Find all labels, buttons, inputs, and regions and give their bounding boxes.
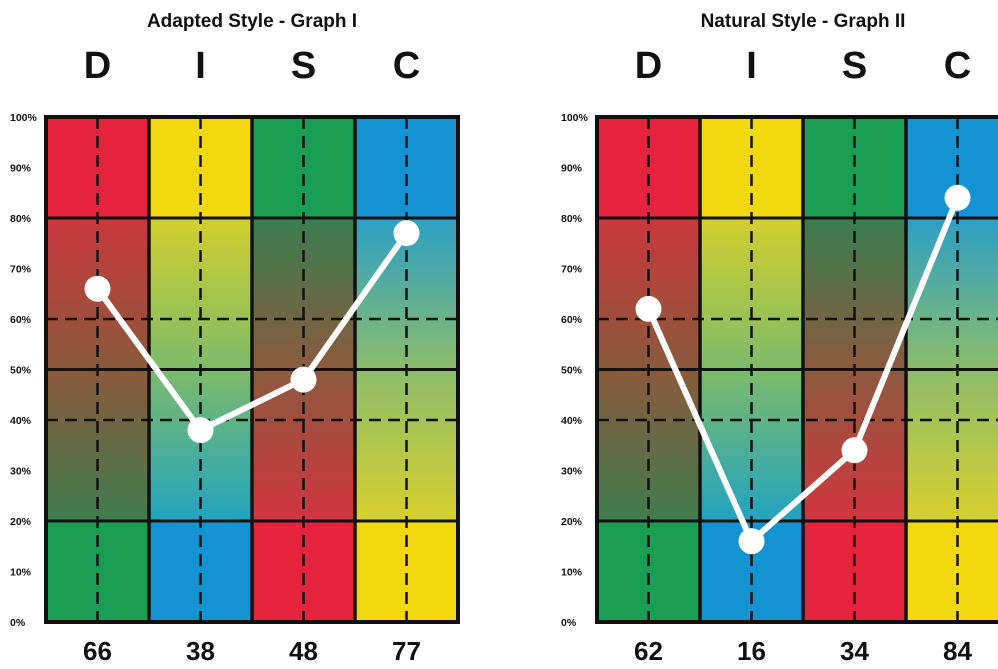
score-label-i: 16 xyxy=(737,636,766,666)
plot-border xyxy=(595,115,998,624)
y-tick-label: 0% xyxy=(10,617,26,629)
category-label-s: S xyxy=(842,45,867,87)
y-tick-label: 30% xyxy=(561,466,583,478)
y-tick-label: 40% xyxy=(10,415,32,427)
series-line xyxy=(645,196,961,545)
y-tick-label: 10% xyxy=(10,567,32,579)
y-tick-label: 100% xyxy=(10,112,38,124)
category-label-s: S xyxy=(291,45,316,87)
y-tick-label: 10% xyxy=(561,567,583,579)
data-point-c xyxy=(944,184,971,211)
category-label-c: C xyxy=(393,45,420,87)
chart-panel-1: Adapted Style - Graph I D I S C 0% 10% 20% 30% 40… xyxy=(10,11,460,666)
plot-border xyxy=(44,115,460,624)
column-band-bottom xyxy=(906,521,998,622)
category-label-i: I xyxy=(746,45,757,87)
data-point-d xyxy=(84,275,111,302)
chart-title: Natural Style - Graph II xyxy=(701,11,906,32)
y-tick-label: 80% xyxy=(10,213,32,225)
data-point-d xyxy=(635,295,662,322)
y-tick-label: 60% xyxy=(10,314,32,326)
data-point-i xyxy=(738,528,765,555)
y-tick-label: 40% xyxy=(561,415,583,427)
y-tick-label: 70% xyxy=(561,264,583,276)
chart-title: Adapted Style - Graph I xyxy=(147,11,357,32)
score-label-s: 34 xyxy=(840,636,869,666)
data-point-s xyxy=(290,366,317,393)
data-point-s xyxy=(841,437,868,464)
y-tick-label: 20% xyxy=(10,516,32,528)
chart-panel-2: Natural Style - Graph II D I S C 0% 10% 20% 30% 4… xyxy=(561,11,998,666)
y-tick-label: 0% xyxy=(561,617,577,629)
score-label-c: 84 xyxy=(943,636,972,666)
y-tick-label: 70% xyxy=(10,264,32,276)
category-label-d: D xyxy=(635,45,662,87)
y-tick-label: 80% xyxy=(561,213,583,225)
data-point-c xyxy=(393,220,420,247)
y-tick-label: 50% xyxy=(561,365,583,377)
y-tick-label: 90% xyxy=(10,163,32,175)
y-tick-label: 20% xyxy=(561,516,583,528)
category-label-i: I xyxy=(195,45,206,87)
data-point-i xyxy=(187,417,214,444)
score-label-s: 48 xyxy=(289,636,318,666)
series-line xyxy=(95,231,409,434)
score-label-i: 38 xyxy=(186,636,215,666)
category-label-d: D xyxy=(84,45,111,87)
y-tick-label: 50% xyxy=(10,365,32,377)
score-label-c: 77 xyxy=(392,636,421,666)
score-label-d: 62 xyxy=(634,636,663,666)
y-tick-label: 100% xyxy=(561,112,589,124)
y-tick-label: 30% xyxy=(10,466,32,478)
score-label-d: 66 xyxy=(83,636,112,666)
y-tick-label: 60% xyxy=(561,314,583,326)
category-label-c: C xyxy=(944,45,971,87)
y-tick-label: 90% xyxy=(561,163,583,175)
